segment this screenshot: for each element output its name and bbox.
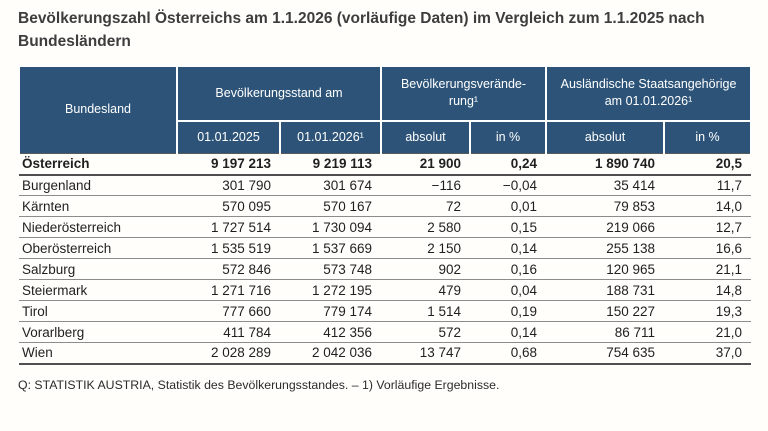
cell-change_pct: 0,24: [470, 153, 547, 176]
cell-foreign_abs: 150 227: [546, 300, 665, 322]
cell-pop_2026: 570 167: [280, 195, 381, 217]
cell-pop_2025: 411 784: [177, 321, 280, 343]
cell-change_pct: 0,68: [470, 342, 547, 365]
cell-change_pct: 0,01: [470, 195, 547, 217]
cell-foreign_pct: 12,7: [664, 216, 752, 238]
cell-pop_2025: 1 271 716: [177, 279, 280, 301]
cell-pop_2025: 301 790: [177, 174, 280, 196]
col-group-foreign-nationals: Ausländische Staatsangehörige am 01.01.2…: [545, 64, 753, 122]
cell-pop_2025: 9 197 213: [177, 153, 280, 176]
table-row: Kärnten 570 095 570 167 72 0,01 79 853 14,0: [19, 195, 752, 217]
row-label: Kärnten: [19, 195, 177, 217]
col-header-change-percent: in %: [468, 119, 548, 154]
row-label: Wien: [19, 342, 177, 365]
col-header-pop-2026: 01.01.2026¹: [279, 119, 382, 154]
table-row: Wien 2 028 289 2 042 036 13 747 0,68 754 635 3…: [19, 342, 752, 365]
row-label: Niederösterreich: [19, 216, 177, 238]
population-table: Bundesland Bevölkerungsstand am Bevölker…: [18, 64, 753, 365]
row-label: Burgenland: [19, 174, 177, 196]
cell-change_abs: 2 580: [381, 216, 470, 238]
cell-foreign_pct: 14,8: [664, 279, 752, 301]
cell-change_pct: 0,16: [470, 258, 547, 280]
col-header-change-absolute: absolut: [380, 119, 471, 154]
cell-foreign_abs: 86 711: [546, 321, 665, 343]
cell-pop_2026: 1 537 669: [280, 237, 381, 259]
source-note: Q: STATISTIK AUSTRIA, Statistik des Bevö…: [18, 377, 500, 392]
cell-pop_2026: 573 748: [280, 258, 381, 280]
cell-foreign_pct: 20,5: [664, 153, 752, 176]
cell-foreign_abs: 1 890 740: [546, 153, 665, 176]
cell-pop_2025: 777 660: [177, 300, 280, 322]
cell-change_abs: 1 514: [381, 300, 470, 322]
cell-change_abs: 479: [381, 279, 470, 301]
cell-pop_2025: 1 727 514: [177, 216, 280, 238]
cell-pop_2026: 301 674: [280, 174, 381, 196]
cell-change_pct: −0,04: [470, 174, 547, 196]
col-group-population: Bevölkerungsstand am: [176, 64, 382, 122]
cell-foreign_pct: 37,0: [664, 342, 752, 365]
cell-foreign_pct: 11,7: [664, 174, 752, 196]
cell-change_abs: 902: [381, 258, 470, 280]
col-header-pop-2025: 01.01.2025: [176, 119, 281, 154]
table-row: Vorarlberg 411 784 412 356 572 0,14 86 711 21,…: [19, 321, 752, 343]
col-header-foreign-absolute: absolut: [545, 119, 666, 154]
cell-change_pct: 0,14: [470, 237, 547, 259]
cell-change_abs: 72: [381, 195, 470, 217]
col-header-foreign-percent: in %: [663, 119, 753, 154]
cell-foreign_abs: 754 635: [546, 342, 665, 365]
table-row: Salzburg 572 846 573 748 902 0,16 120 965 21,1: [19, 258, 752, 280]
cell-pop_2025: 2 028 289: [177, 342, 280, 365]
table-row: Tirol 777 660 779 174 1 514 0,19 150 227 19,3: [19, 300, 752, 322]
cell-change_pct: 0,19: [470, 300, 547, 322]
row-label: Steiermark: [19, 279, 177, 301]
cell-foreign_pct: 16,6: [664, 237, 752, 259]
table-row: Niederösterreich 1 727 514 1 730 094 2 580 0…: [19, 216, 752, 238]
cell-foreign_abs: 255 138: [546, 237, 665, 259]
cell-change_abs: −116: [381, 174, 470, 196]
cell-pop_2025: 572 846: [177, 258, 280, 280]
cell-pop_2026: 9 219 113: [280, 153, 381, 176]
cell-pop_2025: 1 535 519: [177, 237, 280, 259]
cell-foreign_pct: 21,0: [664, 321, 752, 343]
cell-change_pct: 0,14: [470, 321, 547, 343]
table-row: Burgenland 301 790 301 674 −116 −0,04 35 414 1…: [19, 174, 752, 196]
table-header: Bundesland Bevölkerungsstand am Bevölker…: [18, 64, 753, 154]
cell-foreign_pct: 14,0: [664, 195, 752, 217]
row-label: Oberösterreich: [19, 237, 177, 259]
cell-pop_2026: 1 272 195: [280, 279, 381, 301]
cell-pop_2026: 1 730 094: [280, 216, 381, 238]
cell-change_abs: 572: [381, 321, 470, 343]
cell-change_abs: 13 747: [381, 342, 470, 365]
table-row: Oberösterreich 1 535 519 1 537 669 2 150 0,1…: [19, 237, 752, 259]
row-label: Tirol: [19, 300, 177, 322]
cell-pop_2026: 412 356: [280, 321, 381, 343]
cell-change_pct: 0,04: [470, 279, 547, 301]
cell-change_abs: 21 900: [381, 153, 470, 176]
cell-foreign_abs: 35 414: [546, 174, 665, 196]
row-label: Salzburg: [19, 258, 177, 280]
cell-foreign_abs: 79 853: [546, 195, 665, 217]
cell-foreign_abs: 219 066: [546, 216, 665, 238]
cell-pop_2025: 570 095: [177, 195, 280, 217]
cell-change_pct: 0,15: [470, 216, 547, 238]
cell-pop_2026: 779 174: [280, 300, 381, 322]
cell-foreign_pct: 21,1: [664, 258, 752, 280]
cell-foreign_abs: 188 731: [546, 279, 665, 301]
row-label: Vorarlberg: [19, 321, 177, 343]
table-body: Österreich 9 197 213 9 219 113 21 900 0,24 1 …: [19, 153, 752, 365]
row-label: Österreich: [19, 153, 177, 176]
page-title: Bevölkerungszahl Österreichs am 1.1.2026…: [18, 10, 705, 51]
cell-pop_2026: 2 042 036: [280, 342, 381, 365]
cell-foreign_abs: 120 965: [546, 258, 665, 280]
cell-change_abs: 2 150: [381, 237, 470, 259]
table-row: Österreich 9 197 213 9 219 113 21 900 0,24 1 …: [19, 153, 752, 176]
table-row: Steiermark 1 271 716 1 272 195 479 0,04 188 7…: [19, 279, 752, 301]
col-group-change: Bevölkerungsverände- rung¹: [379, 64, 548, 122]
cell-foreign_pct: 19,3: [664, 300, 752, 322]
col-header-bundesland: Bundesland: [18, 64, 178, 154]
page: Bevölkerungszahl Österreichs am 1.1.2026…: [18, 10, 753, 392]
